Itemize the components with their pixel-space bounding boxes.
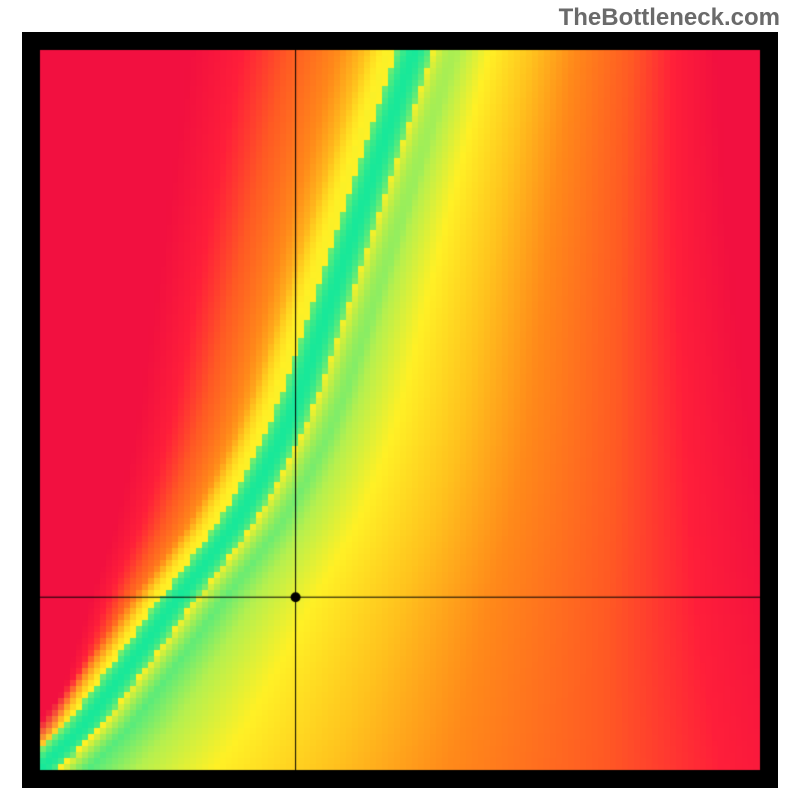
heatmap-canvas bbox=[22, 32, 778, 788]
heatmap-plot bbox=[22, 32, 778, 788]
chart-container: TheBottleneck.com bbox=[0, 0, 800, 800]
watermark-text: TheBottleneck.com bbox=[559, 4, 780, 32]
